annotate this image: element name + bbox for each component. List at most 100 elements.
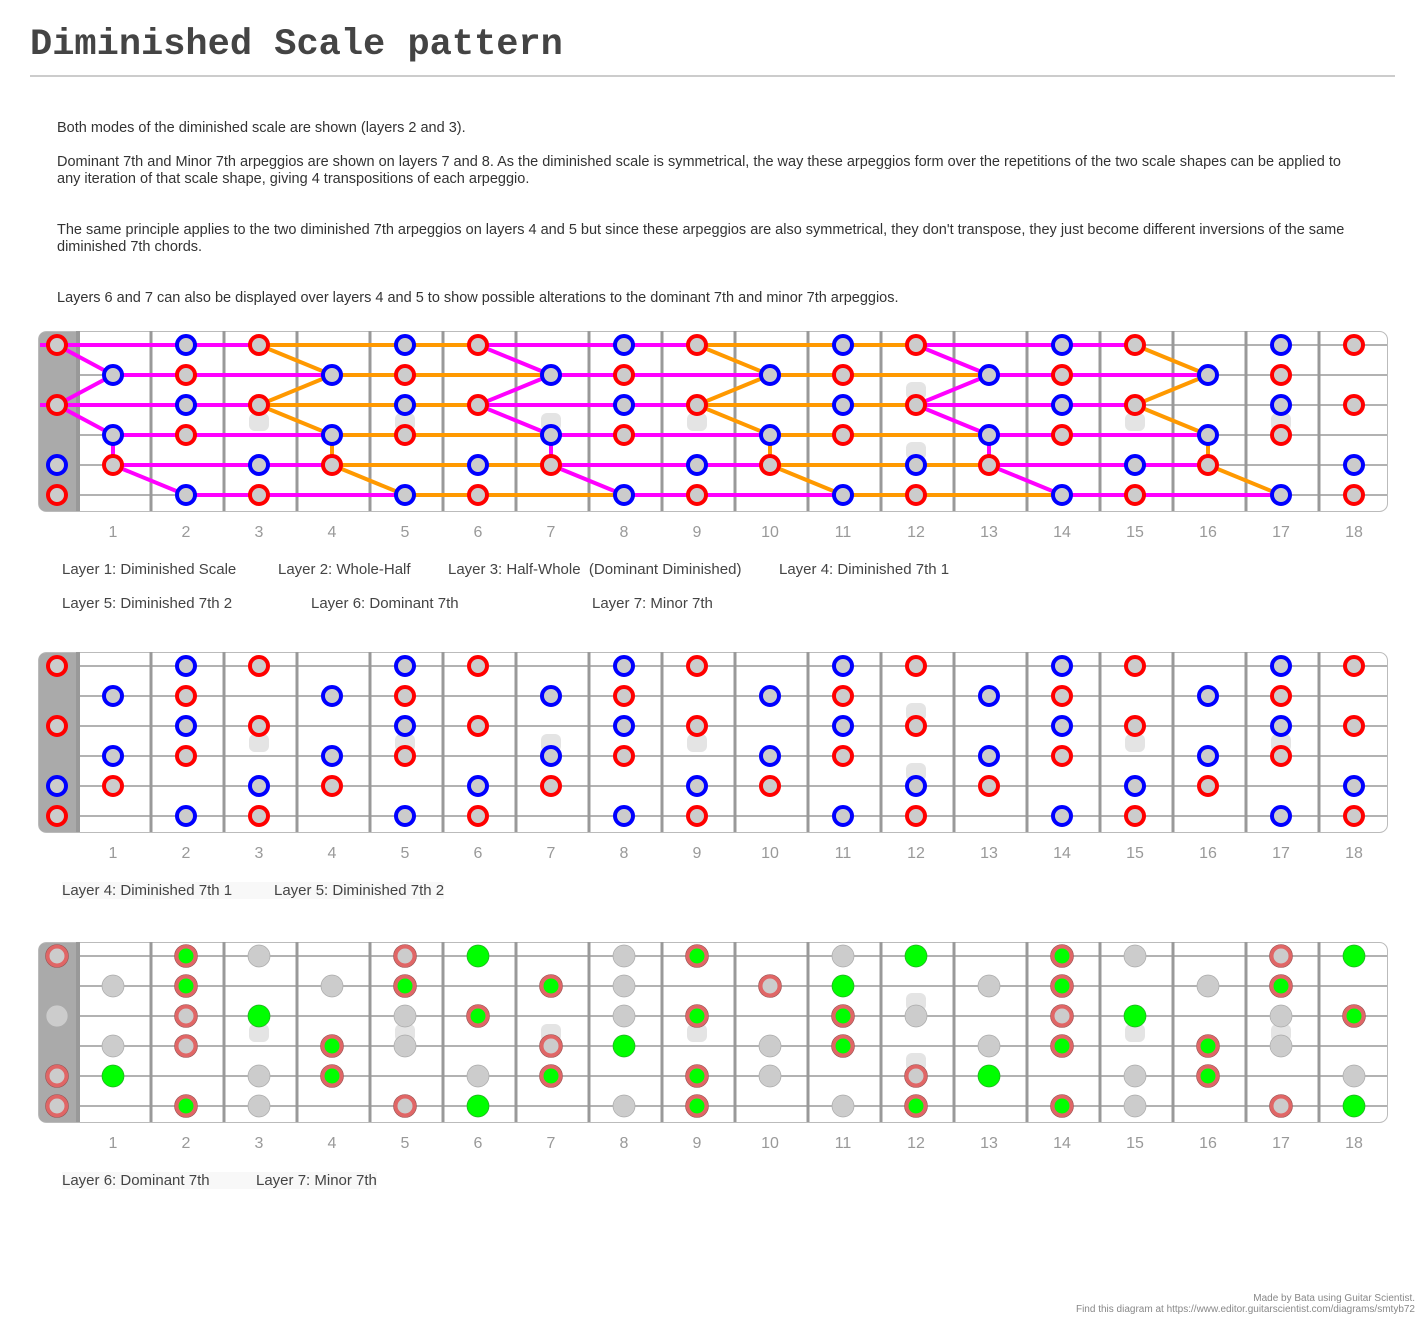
note-dot-blue <box>102 685 124 707</box>
note-dot-grey <box>1196 974 1220 998</box>
note-dot-outline <box>904 1064 928 1088</box>
fret-number: 17 <box>1272 1135 1290 1152</box>
note-dot-red <box>1343 334 1365 356</box>
note-dot-blue <box>1051 484 1073 506</box>
note-dot-blue <box>321 685 343 707</box>
note-dot-red <box>613 745 635 767</box>
scale-shape-line <box>915 403 990 437</box>
note-dot-red <box>467 805 489 827</box>
note-dot-blue <box>321 364 343 386</box>
note-dot-red <box>1343 715 1365 737</box>
fret-number: 12 <box>907 1135 925 1152</box>
fret-number: 16 <box>1199 1135 1217 1152</box>
note-dot-blue <box>46 775 68 797</box>
fret-inlay-marker <box>249 734 269 752</box>
note-dot-blue <box>686 454 708 476</box>
legend-layer-5[interactable]: Layer 5: Diminished 7th 2 <box>62 595 233 612</box>
fret-number: 4 <box>328 1135 337 1152</box>
scale-shape-line <box>258 403 333 437</box>
note-dot-red <box>905 655 927 677</box>
note-dot-outline <box>393 974 417 998</box>
note-dot-blue <box>102 364 124 386</box>
note-dot-blue <box>978 685 1000 707</box>
note-dot-blue <box>1270 805 1292 827</box>
scale-shape-line <box>1134 403 1209 437</box>
legend-layer-1[interactable]: Layer 1: Diminished Scale <box>62 561 237 578</box>
legend-layer-6[interactable]: Layer 6: Dominant 7th <box>311 595 459 612</box>
legend-layer-2[interactable]: Layer 2: Whole-Half <box>278 561 411 578</box>
legend-layer-5[interactable]: Layer 5: Diminished 7th 2 <box>274 882 445 899</box>
scale-shape-line <box>696 373 771 407</box>
fret-number: 6 <box>474 524 483 541</box>
scale-shape-line <box>1207 463 1282 497</box>
note-dot-blue <box>321 424 343 446</box>
note-dot-grey <box>247 1064 271 1088</box>
note-dot-blue <box>1197 364 1219 386</box>
legend-layer-3[interactable]: Layer 3: Half-Whole (Dominant Diminished… <box>448 561 742 578</box>
scale-shape-line <box>477 403 552 437</box>
legend-layer-4[interactable]: Layer 4: Diminished 7th 1 <box>62 882 275 899</box>
note-dot-blue <box>1051 394 1073 416</box>
note-dot-red <box>1124 655 1146 677</box>
note-dot-blue <box>248 454 270 476</box>
fret-number: 11 <box>835 1135 852 1152</box>
note-dot-red <box>759 775 781 797</box>
note-dot-blue <box>1051 805 1073 827</box>
legend-layer-6[interactable]: Layer 6: Dominant 7th <box>62 1172 256 1189</box>
note-dot-red <box>905 394 927 416</box>
footer-link[interactable]: Find this diagram at https://www.editor.… <box>1075 1304 1415 1315</box>
legend-layer-4[interactable]: Layer 4: Diminished 7th 1 <box>779 561 950 578</box>
fret-number: 15 <box>1126 1135 1144 1152</box>
note-dot-ring-grey <box>539 1034 563 1058</box>
legend-layer-7[interactable]: Layer 7: Minor 7th <box>256 1172 377 1189</box>
fret-number: 7 <box>547 845 556 862</box>
note-dot-red <box>613 424 635 446</box>
note-dot-red <box>905 805 927 827</box>
note-dot-blue <box>394 805 416 827</box>
note-dot-blue <box>175 655 197 677</box>
note-dot-blue <box>1270 715 1292 737</box>
scale-shape-line <box>1134 373 1209 407</box>
fret-number: 9 <box>693 524 702 541</box>
fret-inlay-marker <box>687 413 707 431</box>
note-dot-blue <box>1124 775 1146 797</box>
note-dot-red <box>248 715 270 737</box>
note-dot-red <box>46 394 68 416</box>
note-dot-blue <box>759 685 781 707</box>
note-dot-blue <box>759 424 781 446</box>
note-dot-blue <box>467 454 489 476</box>
note-dot-red <box>1124 484 1146 506</box>
fret-number: 12 <box>907 845 925 862</box>
note-dot-red <box>1270 424 1292 446</box>
note-dot-grey <box>612 974 636 998</box>
note-dot-blue <box>759 745 781 767</box>
note-dot-red <box>394 745 416 767</box>
note-dot-green <box>1342 944 1366 968</box>
fret-number: 4 <box>328 524 337 541</box>
note-dot-red <box>248 484 270 506</box>
fret-number: 18 <box>1345 1135 1363 1152</box>
fret-number: 4 <box>328 845 337 862</box>
note-dot-red <box>978 775 1000 797</box>
note-dot-red <box>978 454 1000 476</box>
note-dot-blue <box>978 364 1000 386</box>
note-dot-red <box>467 334 489 356</box>
scale-shape-line <box>331 463 406 497</box>
note-dot-red <box>686 805 708 827</box>
fret-number: 10 <box>761 1135 779 1152</box>
note-dot-blue <box>832 394 854 416</box>
note-dot-ring-grey <box>45 1094 69 1118</box>
fretboard-diminished-7th: 1 2 3 4 5 6 7 8 9 10 11 12 13 14 15 16 17 18 <box>38 652 1388 862</box>
description-paragraph: Both modes of the diminished scale are s… <box>57 120 466 136</box>
note-dot-red <box>175 424 197 446</box>
fretboard-background <box>38 331 1388 512</box>
note-dot-ring-green <box>174 974 198 998</box>
legend-layer-7[interactable]: Layer 7: Minor 7th <box>592 595 713 612</box>
fret-number: 8 <box>620 845 629 862</box>
fret-number: 2 <box>182 845 191 862</box>
note-dot-outline <box>685 1004 709 1028</box>
note-dot-red <box>686 715 708 737</box>
note-dot-red <box>1343 484 1365 506</box>
fret-number: 1 <box>109 845 118 862</box>
note-dot-red <box>175 745 197 767</box>
